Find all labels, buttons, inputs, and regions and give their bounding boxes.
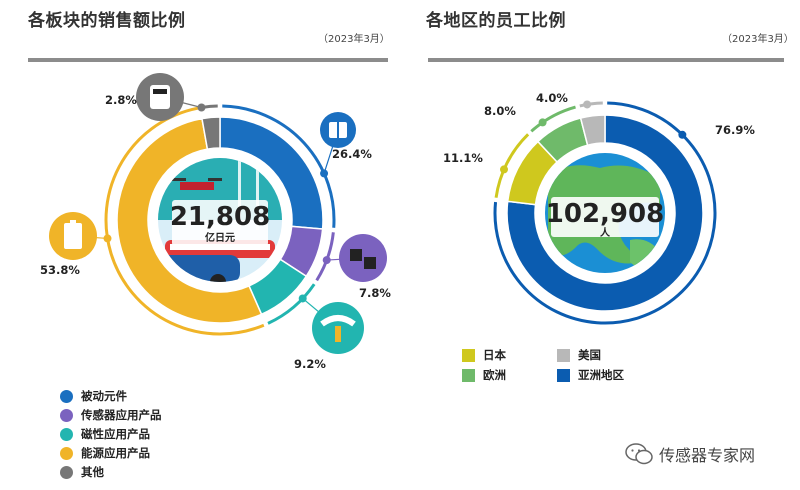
legend-item-passive: 被动元件 [60,388,127,404]
legend-marker [60,427,73,441]
other-product-icon [150,85,170,109]
donut-slice-4 [579,114,606,147]
center-total-bg [172,200,268,246]
outer-arc-4 [104,106,265,336]
legend-item-japan: 日本 [462,347,506,363]
legend-marker [60,446,73,460]
legend-marker [557,368,570,382]
value-label-3: 9.2% [294,357,326,371]
outer-arc-2 [494,133,530,198]
legend-marker [462,348,475,362]
center-total-unit: 人 [600,226,611,239]
legend-label: 被动元件 [81,389,127,403]
value-label-4: 4.0% [536,91,568,105]
arc-marker-4 [583,100,592,109]
value-label-2: 7.8% [359,286,391,300]
value-label-3: 8.0% [484,104,516,118]
value-label-2: 11.1% [443,151,483,165]
arc-marker-1 [678,130,687,139]
legend-marker [557,348,570,362]
employee-chart-title: 各地区的员工比例 [426,11,566,31]
center-total-bg [551,197,659,237]
legend-item-energy: 能源应用产品 [60,445,150,461]
sales-legend: 被动元件 传感器应用产品 磁性应用产品 能源应用产品 其他 [60,388,260,488]
legend-label: 欧洲 [483,368,506,382]
watermark: 传感器专家网 [625,442,755,466]
legend-label: 日本 [483,348,506,362]
outer-arc-4 [579,101,603,108]
legend-item-other: 其他 [60,464,104,480]
center-total-unit: 亿日元 [205,231,235,244]
arc-marker-3 [538,118,547,127]
value-label-5: 2.8% [105,93,137,107]
drone-icon [172,178,222,190]
legend-item-usa: 美国 [557,347,601,363]
outer-arc-3 [267,283,316,325]
legend-item-magnetic: 磁性应用产品 [60,426,150,442]
magnetic-head-icon [320,315,356,342]
battery-icon [64,220,82,249]
legend-marker [462,368,475,382]
employee-title-rule [428,58,784,62]
watermark-text: 传感器专家网 [659,446,756,465]
legend-item-sensor: 传感器应用产品 [60,407,162,423]
wechat-icon [625,443,653,465]
legend-marker [60,389,73,403]
legend-label: 其他 [81,465,104,479]
sales-chart-title: 各板块的销售额比例 [28,11,186,31]
center-total-value: 21,808 [170,202,270,232]
legend-label: 美国 [578,348,601,362]
value-label-1: 26.4% [332,147,372,161]
legend-marker [60,465,73,479]
donut-slice-4 [116,117,263,324]
sales-chart-date: （2023年3月） [318,34,390,45]
capacitor-icon [329,122,347,138]
donut-slice-1 [506,114,704,312]
legend-label: 能源应用产品 [81,446,150,460]
employee-chart-date: （2023年3月） [722,34,794,45]
outer-arc-1 [222,104,336,228]
donut-slice-5 [201,116,221,150]
legend-item-asia: 亚洲地区 [557,367,624,383]
legend-label: 亚洲地区 [578,368,624,382]
legend-label: 磁性应用产品 [81,427,150,441]
outer-arc-3 [530,105,576,133]
employee-legend: 日本 美国 欧洲 亚洲地区 [462,347,682,387]
arc-marker-2 [500,165,509,174]
center-total-value: 102,908 [546,199,664,229]
sales-panel: 各板块的销售额比例 （2023年3月） [28,11,390,62]
sensor-chip-icon [350,249,376,269]
value-label-4: 53.8% [40,263,80,277]
value-label-1: 76.9% [715,123,755,137]
legend-item-europe: 欧洲 [462,367,506,383]
legend-label: 传感器应用产品 [81,408,162,422]
icon-bubble-2 [339,234,387,282]
legend-marker [60,408,73,422]
employee-panel: 各地区的员工比例 （2023年3月） [400,0,800,490]
sales-title-rule [28,58,388,62]
